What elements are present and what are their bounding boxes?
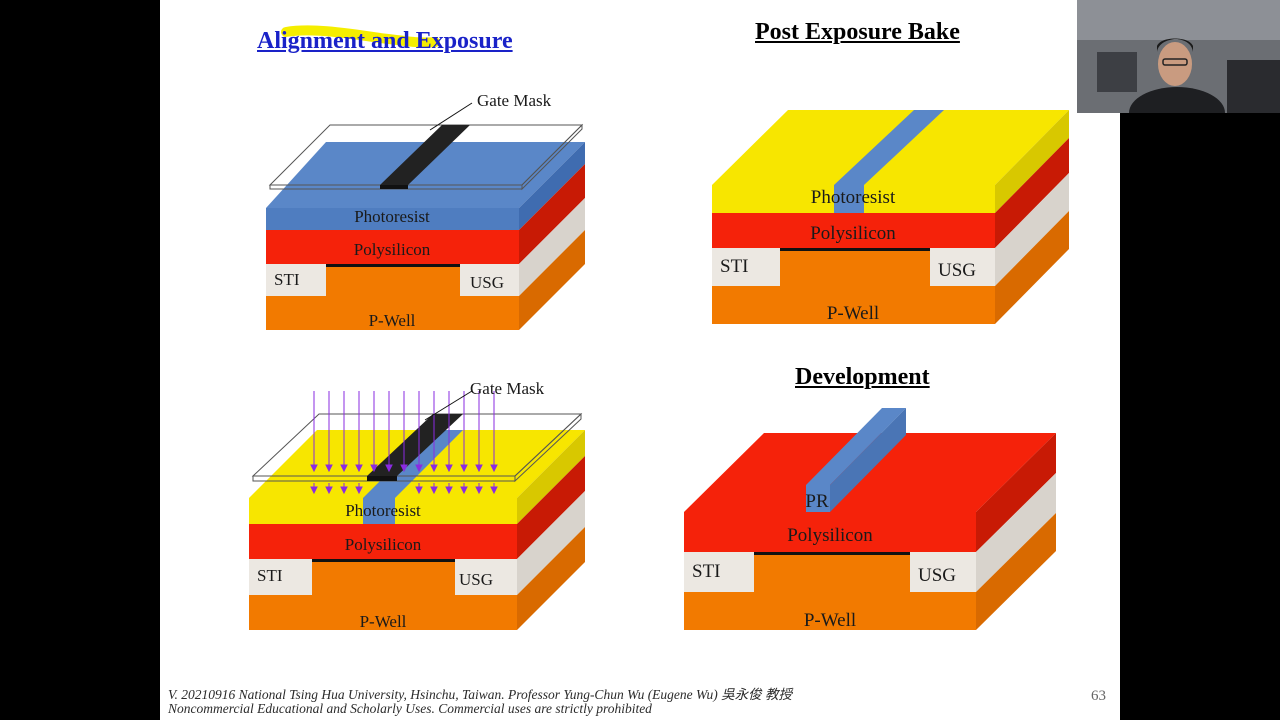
label-usg: USG: [459, 570, 493, 589]
label-sti: STI: [692, 561, 721, 582]
footer-copyright: V. 20210916 National Tsing Hua Universit…: [168, 687, 793, 702]
diagram-alignment: Gate Mask Photoresist Polysilicon STI US…: [266, 91, 585, 330]
title-development: Development: [795, 364, 930, 390]
label-usg: USG: [918, 565, 956, 586]
label-gate-mask: Gate Mask: [477, 91, 552, 110]
title-post-exposure-bake: Post Exposure Bake: [755, 19, 960, 45]
label-polysilicon: Polysilicon: [810, 223, 896, 244]
label-usg: USG: [470, 273, 504, 292]
highlighter-mark: [281, 25, 440, 48]
label-sti: STI: [720, 256, 749, 277]
label-polysilicon: Polysilicon: [345, 535, 422, 554]
presenter-video-icon: [1077, 0, 1280, 113]
lecture-slide: Alignment and Exposure Post Exposure Bak…: [160, 0, 1120, 720]
label-pwell: P-Well: [360, 612, 407, 631]
label-sti: STI: [274, 270, 300, 289]
label-sti: STI: [257, 566, 283, 585]
label-pwell: P-Well: [827, 303, 879, 324]
diagram-post-exposure-bake: Photoresist Polysilicon STI USG P-Well: [712, 110, 1069, 324]
title-alignment-exposure: Alignment and Exposure: [257, 28, 513, 54]
label-usg: USG: [938, 260, 976, 281]
label-gate-mask: Gate Mask: [470, 379, 545, 398]
footer-license: Noncommercial Educational and Scholarly …: [168, 701, 652, 716]
label-photoresist: Photoresist: [345, 501, 421, 520]
label-photoresist: Photoresist: [354, 207, 430, 226]
label-pr: PR: [805, 491, 829, 512]
page-number: 63: [1091, 688, 1106, 704]
diagram-development: PR Polysilicon STI USG P-Well: [684, 408, 1056, 631]
label-polysilicon: Polysilicon: [354, 240, 431, 259]
diagram-exposure: Gate Mask Photoresist Polysilicon STI US…: [249, 379, 585, 631]
label-photoresist: Photoresist: [811, 187, 896, 208]
label-polysilicon: Polysilicon: [787, 525, 873, 546]
label-pwell: P-Well: [804, 610, 856, 631]
presenter-webcam: [1077, 0, 1280, 113]
label-pwell: P-Well: [369, 311, 416, 330]
